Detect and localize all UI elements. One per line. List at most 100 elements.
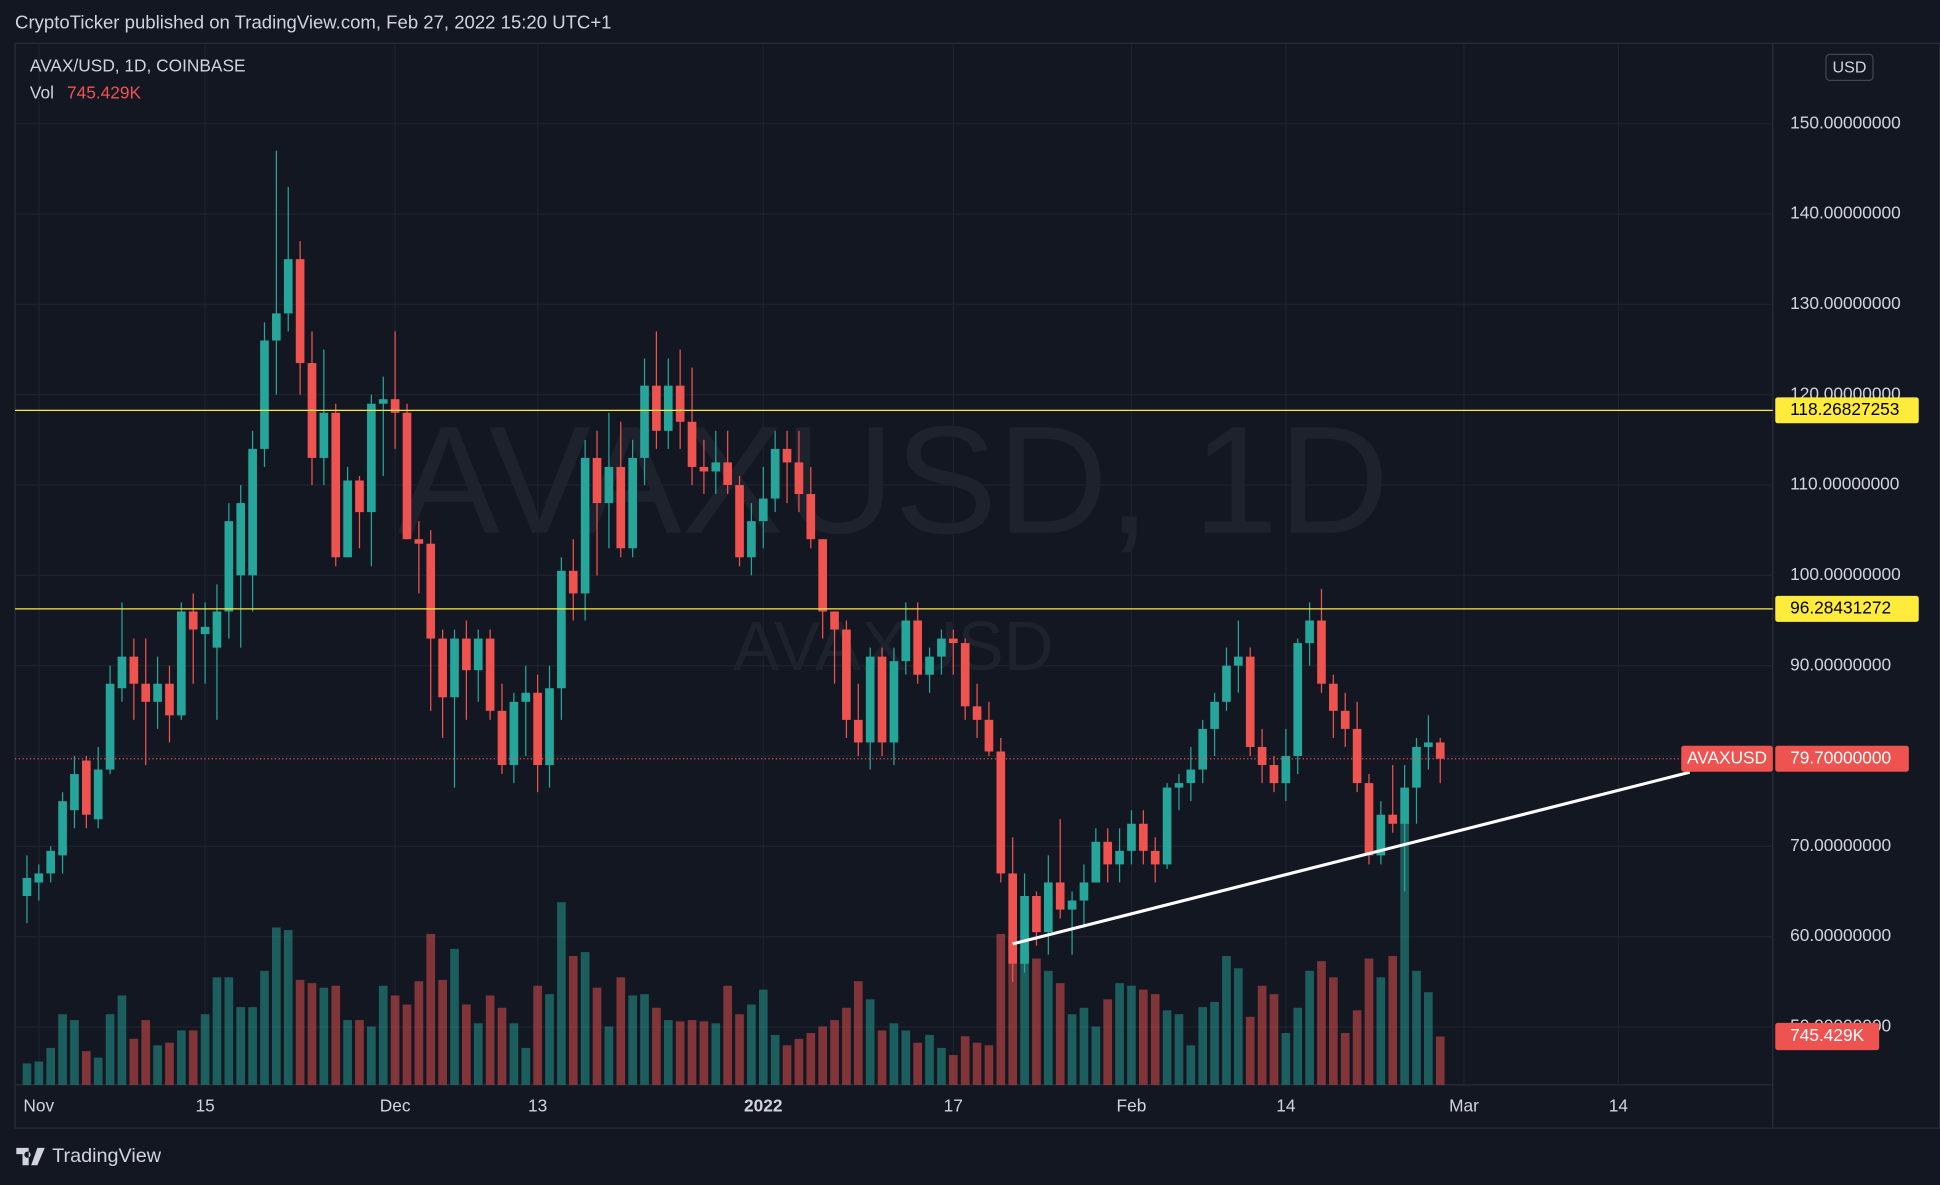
candle-body xyxy=(1364,783,1374,856)
volume-bar xyxy=(747,1004,756,1085)
candle-body xyxy=(640,385,649,458)
volume-bar xyxy=(687,1020,697,1085)
x-tick-label: 13 xyxy=(528,1096,547,1116)
x-tick-label: 15 xyxy=(195,1096,214,1116)
currency[interactable]: USD xyxy=(1832,58,1866,76)
volume-bar xyxy=(378,985,388,1085)
volume-bar xyxy=(948,1055,958,1085)
volume-bar xyxy=(972,1042,982,1085)
volume-bar xyxy=(652,1007,661,1085)
candle-body xyxy=(260,340,269,449)
level-label: 96.28431272 xyxy=(1790,597,1891,617)
volume-bar xyxy=(913,1042,923,1085)
candle-body xyxy=(1150,850,1160,865)
volume-bar xyxy=(426,933,436,1085)
volume-bar xyxy=(34,1061,44,1085)
volume-bar xyxy=(1352,1010,1362,1085)
candle-body xyxy=(1412,746,1421,788)
volume-bar xyxy=(1186,1045,1196,1085)
volume-bar xyxy=(188,1030,198,1085)
candle-body xyxy=(1305,620,1314,644)
candle-body xyxy=(568,570,578,594)
currency-box[interactable] xyxy=(1825,53,1874,82)
volume-bar xyxy=(818,1026,827,1085)
volume-bar xyxy=(1412,970,1421,1085)
publisher: CryptoTicker published on TradingView.co… xyxy=(15,11,611,32)
candle-body xyxy=(1174,783,1184,788)
volume-bar xyxy=(901,1030,911,1085)
volume-bar xyxy=(509,1023,519,1085)
candle-body xyxy=(34,873,44,883)
symbol: AVAX/USD, 1D, COINBASE xyxy=(30,55,246,75)
candle-body xyxy=(1388,814,1398,824)
logo-icon xyxy=(16,1147,45,1166)
volume-bar xyxy=(1317,961,1326,1085)
candle-body xyxy=(224,521,234,612)
volume-bar xyxy=(248,1007,257,1085)
volume-bar xyxy=(224,977,234,1085)
y-tick-label: 150.00000000 xyxy=(1790,112,1901,132)
candle-body xyxy=(1198,728,1208,770)
candle-body xyxy=(1043,882,1053,933)
volume-bar xyxy=(842,1007,851,1085)
candle-body xyxy=(592,457,602,504)
candle-body xyxy=(283,259,293,314)
volume-bar xyxy=(1091,1026,1101,1085)
volume-bar xyxy=(521,1047,531,1085)
volume-bar xyxy=(1376,977,1386,1085)
candle-body xyxy=(485,638,495,711)
candle-body xyxy=(747,521,756,558)
volume-bar xyxy=(1340,1033,1350,1085)
volume-bar xyxy=(1043,970,1053,1085)
volume-bar xyxy=(723,985,732,1085)
volume-bar xyxy=(1293,1007,1303,1085)
volume-bar xyxy=(960,1036,970,1085)
volume-bar xyxy=(640,994,649,1085)
volume-bar xyxy=(984,1045,994,1085)
volume-bar xyxy=(236,1007,246,1085)
volume-bar xyxy=(533,985,542,1085)
candle-body xyxy=(1352,728,1362,784)
candle-body xyxy=(1139,823,1148,851)
level-label: 118.26827253 xyxy=(1790,399,1899,419)
candle-body xyxy=(1222,665,1231,702)
volume-bar xyxy=(545,994,554,1085)
candle-body xyxy=(1103,841,1113,865)
candle-body xyxy=(1400,787,1409,824)
candle-body xyxy=(1091,841,1101,883)
volume-bar xyxy=(889,1023,899,1085)
last-price-name: AVAXUSD xyxy=(1687,747,1767,767)
volume-bar xyxy=(830,1020,839,1085)
volume-bar xyxy=(1435,1036,1445,1085)
volume-bar xyxy=(580,952,590,1085)
candle-body xyxy=(1293,643,1303,757)
candle-body xyxy=(652,385,661,431)
candle-body xyxy=(188,611,198,630)
volume-bar xyxy=(22,1063,32,1085)
volume-bar xyxy=(1139,989,1148,1085)
candle-body xyxy=(687,421,697,467)
candle-body xyxy=(1020,896,1029,964)
volume-bar xyxy=(272,927,281,1085)
volume-bar xyxy=(663,1020,673,1085)
volume-bar xyxy=(1305,970,1314,1085)
candle-body xyxy=(984,719,994,752)
volume-bar xyxy=(177,1030,186,1085)
volume-bar xyxy=(438,979,447,1085)
y-tick-label: 70.00000000 xyxy=(1790,835,1891,855)
volume-bar xyxy=(770,1034,780,1085)
volume-bar xyxy=(1424,992,1433,1085)
candle-body xyxy=(438,638,447,698)
candle-body xyxy=(842,629,851,720)
volume-bar xyxy=(604,1026,614,1085)
volume-bar xyxy=(82,1051,91,1085)
volume-bar xyxy=(390,995,400,1085)
candle-body xyxy=(367,403,376,513)
candle-body xyxy=(450,638,459,698)
candle-body xyxy=(105,683,115,770)
candle-body xyxy=(675,385,685,422)
candle-body xyxy=(948,638,958,644)
candle-body xyxy=(1079,882,1089,901)
